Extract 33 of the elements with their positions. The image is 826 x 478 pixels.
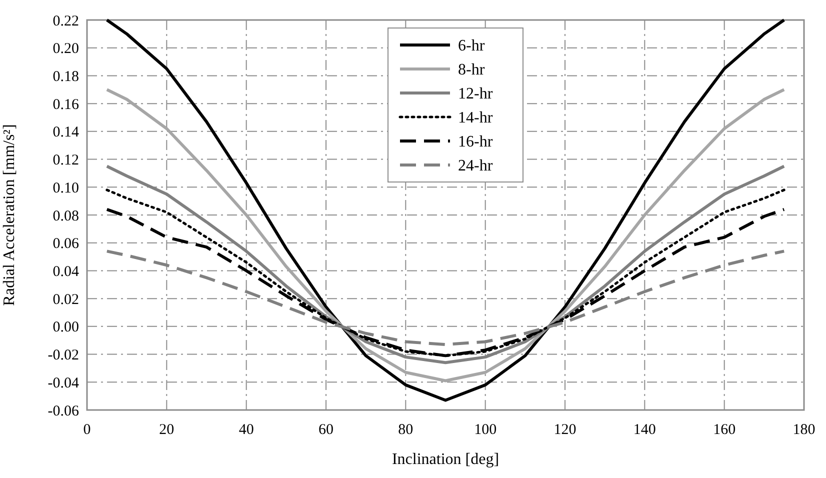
- legend-label: 14-hr: [458, 110, 494, 127]
- x-tick-label: 180: [792, 422, 816, 438]
- x-tick-label: 120: [554, 422, 576, 438]
- y-tick-label: -0.02: [48, 348, 79, 364]
- y-tick-label: 0.20: [52, 41, 79, 58]
- y-tick-label: -0.04: [48, 375, 80, 392]
- x-tick-label: 40: [238, 422, 254, 438]
- x-tick-label: 140: [633, 422, 656, 438]
- y-tick-label: 0.04: [52, 264, 80, 280]
- legend-label: 24-hr: [458, 158, 494, 175]
- x-tick-label: 80: [398, 422, 414, 438]
- y-axis-title: Radial Acceleration [mm/s²]: [1, 124, 18, 306]
- y-tick-label: -0.06: [48, 403, 80, 420]
- x-axis-title: Inclination [deg]: [392, 451, 500, 468]
- x-tick-label: 160: [713, 422, 736, 438]
- y-tick-label: 0.06: [52, 236, 80, 252]
- x-tick-label: 0: [83, 422, 91, 438]
- legend-label: 6-hr: [458, 38, 486, 55]
- y-tick-label: 0.08: [52, 208, 79, 224]
- x-tick-label: 100: [474, 422, 497, 438]
- legend-label: 16-hr: [458, 134, 494, 151]
- y-tick-label: 0.02: [52, 292, 79, 308]
- x-tick-label: 60: [318, 422, 334, 438]
- y-tick-label: 0.12: [52, 152, 79, 169]
- y-tick-label: 0.16: [52, 96, 80, 113]
- y-tick-label: 0.18: [52, 68, 79, 85]
- y-tick-label: 0.22: [52, 13, 79, 30]
- y-tick-label: 0.14: [52, 124, 80, 141]
- legend-label: 12-hr: [458, 86, 494, 103]
- x-tick-label: 20: [159, 422, 174, 438]
- y-tick-label: 0.10: [52, 180, 79, 196]
- legend-label: 8-hr: [458, 62, 486, 79]
- y-tick-label: 0.00: [52, 320, 79, 336]
